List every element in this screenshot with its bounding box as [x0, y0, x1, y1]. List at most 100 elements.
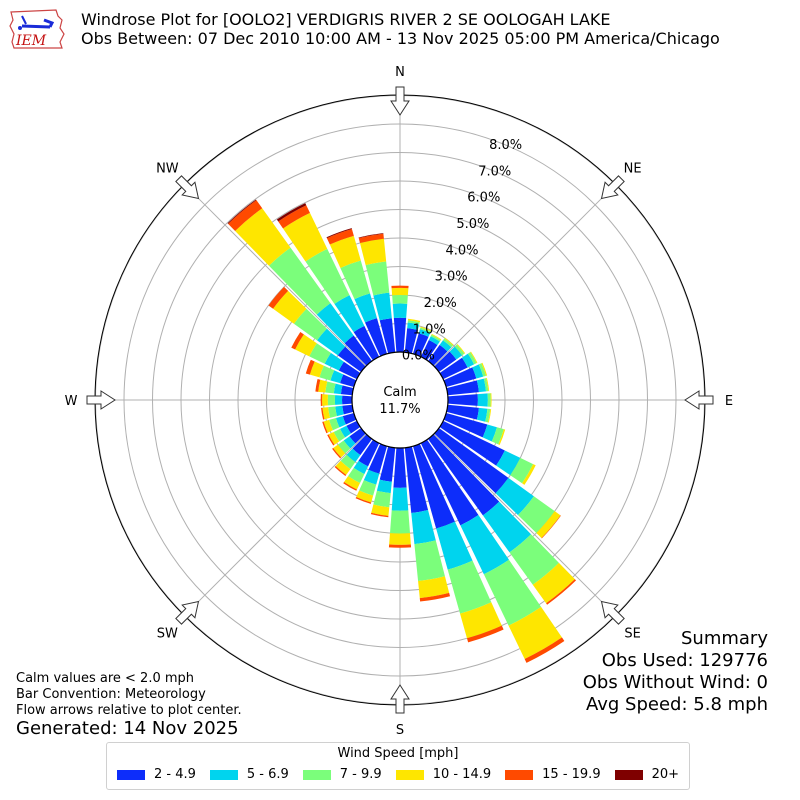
bar-segment: [319, 365, 335, 381]
bar-segment: [340, 374, 357, 388]
bar-segment: [330, 370, 344, 384]
bar-segment: [436, 521, 473, 570]
calm-circle: [351, 351, 449, 449]
bar-segment: [476, 407, 488, 422]
flow-arrow-icon: [600, 175, 625, 200]
bar-segment: [496, 450, 521, 476]
legend-item: 20+: [614, 767, 679, 782]
legend-swatch: [116, 769, 145, 780]
bar-segment: [446, 380, 479, 396]
bar-segment: [428, 344, 448, 366]
bar-segment: [495, 477, 534, 516]
legend-label: 15 - 19.9: [542, 767, 601, 782]
bar-segment: [407, 318, 421, 323]
legend-label: 5 - 6.9: [246, 767, 289, 782]
bar-segment: [353, 460, 369, 475]
bar-segment: [328, 406, 337, 418]
bar-segment: [343, 482, 357, 491]
compass-label-n: N: [395, 65, 405, 80]
legend-swatch: [209, 769, 238, 780]
generated-date: Generated: 14 Nov 2025: [16, 718, 239, 739]
bar-segment: [329, 235, 361, 268]
bar-segment: [335, 405, 344, 417]
bar-segment: [348, 467, 365, 484]
bar-segment: [485, 408, 491, 423]
bar-segment: [541, 515, 561, 539]
bar-segment: [325, 381, 336, 394]
legend-swatch: [395, 769, 424, 780]
bar-segment: [444, 337, 454, 346]
bar-segment: [334, 465, 347, 477]
bar-segment: [335, 416, 346, 428]
bar-segment: [418, 576, 450, 599]
bar-segment: [498, 429, 506, 445]
legend-item: 7 - 9.9: [302, 767, 382, 782]
flow-arrow-icon: [86, 390, 116, 410]
bar-segment: [532, 562, 575, 604]
obs-without-wind: Obs Without Wind: 0: [582, 672, 768, 693]
plot-notes: Calm values are < 2.0 mph Bar Convention…: [16, 671, 242, 719]
compass-label-e: E: [725, 394, 733, 409]
bar-segment: [443, 367, 477, 388]
bar-segment: [318, 379, 328, 393]
bar-segment: [487, 409, 492, 423]
iem-logo: IEM: [8, 6, 68, 50]
bar-segment: [340, 385, 354, 396]
flow-note: Flow arrows relative to plot center.: [16, 703, 242, 718]
bar-segment: [391, 285, 409, 289]
bar-segment: [293, 308, 327, 341]
bar-segment: [346, 448, 361, 463]
bar-segment: [295, 334, 317, 357]
legend-swatch: [505, 769, 534, 780]
bar-segment: [322, 407, 331, 420]
bar-segment: [315, 378, 321, 392]
compass: N NE E SE S SW W NW: [65, 65, 734, 738]
obs-used: Obs Used: 129776: [601, 650, 768, 671]
bar-segment: [491, 427, 504, 445]
bar-segment: [546, 579, 577, 605]
bar-segment: [412, 443, 455, 529]
bar-segment: [536, 511, 561, 539]
bar-segment: [443, 412, 488, 438]
calm-label: Calm: [383, 385, 416, 400]
compass-label-sw: SW: [157, 627, 178, 642]
bar-segment: [454, 344, 465, 356]
bar-segment: [344, 335, 372, 366]
bar-segment: [407, 322, 420, 331]
bar-segment: [412, 333, 429, 357]
radial-tick: 4.0%: [445, 243, 478, 258]
bar-segment: [478, 363, 486, 377]
bar-segment: [327, 394, 336, 406]
bar-segment: [309, 361, 324, 378]
summary-title: Summary: [681, 628, 768, 649]
legend-swatch: [614, 769, 643, 780]
bar-segment: [291, 331, 304, 350]
legend-item: 10 - 14.9: [395, 767, 492, 782]
radial-tick: 8.0%: [489, 138, 522, 153]
radial-tick: 0.0%: [402, 349, 435, 364]
bar-segment: [379, 446, 396, 482]
bar-segment: [228, 200, 263, 232]
legend-label: 2 - 4.9: [153, 767, 196, 782]
bar-segment: [509, 534, 559, 585]
bar-segment: [370, 512, 389, 518]
bar-segment: [328, 431, 340, 445]
compass-label-ne: NE: [624, 161, 642, 176]
bar-segment: [346, 420, 361, 434]
bar-segment: [430, 334, 441, 342]
compass-label-w: W: [65, 394, 78, 409]
bar-segment: [449, 346, 463, 360]
bar-segment: [337, 346, 366, 372]
radial-tick: 1.0%: [413, 322, 446, 337]
bar-segment: [340, 425, 351, 438]
bar-segment: [324, 352, 344, 371]
flow-arrow-icon: [175, 600, 200, 625]
legend-label: 10 - 14.9: [432, 767, 492, 782]
bar-segment: [334, 395, 343, 405]
bar-segment: [358, 233, 384, 244]
bar-segment: [326, 228, 354, 245]
bar-segment: [342, 395, 353, 405]
bar-segment: [283, 212, 328, 262]
bar-segment: [376, 479, 392, 494]
